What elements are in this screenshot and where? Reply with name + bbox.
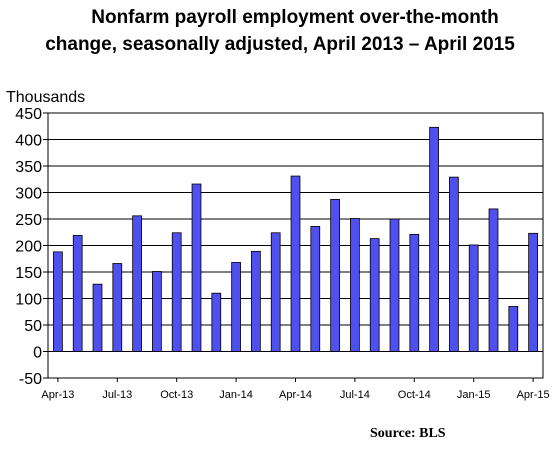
y-tick-label: 450 <box>15 106 42 123</box>
bar <box>290 175 301 352</box>
bar <box>449 176 459 352</box>
bar <box>350 218 360 352</box>
bar <box>152 271 162 352</box>
y-tick-label: 350 <box>15 159 42 176</box>
x-tick-label: Apr-14 <box>279 389 312 401</box>
y-tick-label: 0 <box>33 345 42 362</box>
bar <box>310 226 321 352</box>
bar <box>429 126 439 352</box>
x-tick-label: Oct-14 <box>398 389 431 401</box>
y-tick-label: 100 <box>15 292 42 309</box>
bar <box>330 198 340 352</box>
chart-title-line-2: change, seasonally adjusted, April 2013 … <box>45 34 515 55</box>
bar <box>92 283 103 352</box>
bar <box>488 208 499 352</box>
bar <box>211 292 222 352</box>
y-tick-label: 300 <box>15 186 42 203</box>
bar <box>409 233 420 352</box>
bar <box>191 183 202 352</box>
bar <box>231 262 241 352</box>
bar <box>53 251 63 352</box>
x-tick-label: Apr-13 <box>41 389 74 401</box>
source-note: Source: BLS <box>370 426 446 441</box>
y-axis-unit-label: Thousands <box>6 89 85 106</box>
y-tick-label: 400 <box>15 133 42 150</box>
bar <box>270 232 281 352</box>
bar <box>468 244 479 352</box>
x-tick-label: Jul-14 <box>340 389 370 401</box>
bar <box>132 215 142 352</box>
bar <box>72 235 83 352</box>
x-tick-label: Apr-15 <box>517 389 550 401</box>
bar <box>508 306 519 352</box>
x-tick-label: Jul-13 <box>102 389 132 401</box>
bar <box>528 232 538 352</box>
y-tick-label: -50 <box>19 371 42 388</box>
chart-title-line-1: Nonfarm payroll employment over-the-mont… <box>91 7 499 28</box>
y-tick-label: 250 <box>15 212 42 229</box>
bar <box>171 232 182 352</box>
bar <box>251 250 261 352</box>
bar <box>389 218 400 352</box>
x-tick-label: Oct-13 <box>160 389 193 401</box>
y-tick-label: 50 <box>24 318 42 335</box>
y-tick-label: 200 <box>15 239 42 256</box>
x-tick-label: Jan-14 <box>219 389 253 401</box>
x-tick-label: Jan-15 <box>457 389 491 401</box>
bar <box>369 238 380 352</box>
y-tick-label: 150 <box>15 265 42 282</box>
bar <box>112 263 123 352</box>
